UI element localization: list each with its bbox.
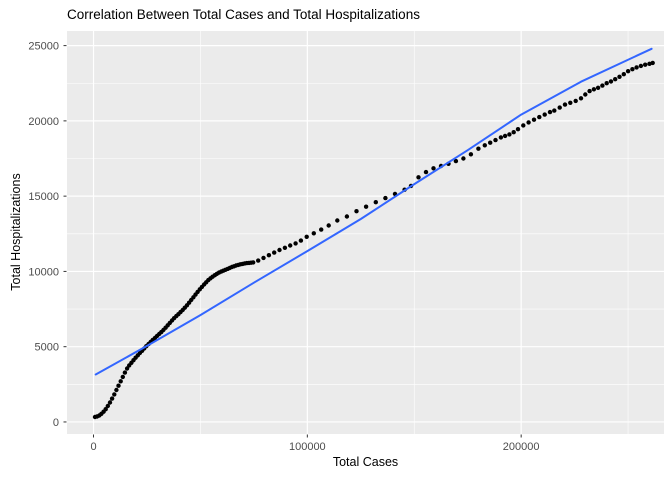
data-point (103, 407, 108, 412)
data-point (105, 403, 111, 409)
panel-background (67, 31, 664, 434)
data-point (112, 392, 117, 397)
y-tick-label: 5000 (35, 342, 59, 354)
data-point (383, 195, 388, 201)
data-point (650, 60, 655, 66)
data-point (114, 387, 119, 393)
data-point (423, 169, 429, 175)
data-point (251, 260, 256, 265)
data-point (634, 65, 639, 70)
data-point (293, 241, 298, 246)
data-point (416, 175, 421, 180)
data-point (363, 204, 369, 209)
data-point (354, 209, 359, 214)
data-point (507, 132, 512, 137)
data-point (120, 374, 126, 380)
data-point (591, 87, 597, 92)
data-point (526, 120, 531, 125)
data-point (277, 247, 282, 253)
data-point (288, 243, 293, 248)
data-point (638, 63, 644, 69)
data-point (537, 114, 542, 120)
data-point (613, 77, 618, 82)
data-point (617, 74, 622, 80)
data-point (298, 238, 304, 243)
data-point (578, 96, 584, 101)
y-tick-label: 25000 (28, 41, 59, 53)
y-axis-title: Total Hospitalizations (9, 173, 23, 291)
data-point (107, 400, 113, 405)
data-point (109, 396, 115, 401)
data-point (272, 250, 277, 255)
data-point (122, 370, 128, 375)
regression-line (94, 47, 653, 376)
data-point (453, 158, 459, 164)
data-point (261, 255, 266, 261)
data-point (587, 88, 592, 94)
data-point (326, 223, 331, 228)
data-point (476, 146, 481, 151)
x-tick-label: 0 (90, 441, 96, 453)
data-point (311, 231, 316, 236)
data-point (511, 130, 516, 135)
data-point (531, 117, 537, 122)
data-point (604, 81, 609, 86)
x-axis-title: Total Cases (332, 455, 399, 469)
data-point (431, 166, 436, 171)
data-point (124, 366, 130, 371)
data-point (608, 79, 614, 84)
y-tick-label: 20000 (28, 116, 59, 128)
data-point (304, 234, 309, 239)
data-point (568, 100, 573, 106)
data-point (552, 108, 557, 113)
data-point (488, 140, 493, 145)
data-point (335, 218, 340, 223)
data-point (515, 127, 521, 132)
data-point (116, 383, 121, 388)
data-point (621, 72, 626, 77)
data-point (600, 83, 605, 88)
x-tick-label: 200000 (503, 441, 540, 453)
data-point (319, 227, 324, 232)
data-point (468, 152, 474, 157)
data-point (482, 143, 487, 148)
data-point (595, 85, 601, 91)
data-point (542, 112, 547, 117)
data-point (521, 123, 526, 128)
data-point (573, 98, 578, 104)
data-point (562, 102, 568, 107)
data-point (583, 92, 588, 97)
y-tick-label: 0 (53, 417, 59, 429)
data-point (282, 245, 288, 250)
x-tick-label: 100000 (289, 441, 326, 453)
data-point (547, 109, 553, 115)
data-point (373, 200, 378, 205)
data-point (498, 135, 504, 140)
y-tick-label: 10000 (28, 266, 59, 278)
chart-title: Correlation Between Total Cases and Tota… (67, 7, 420, 22)
data-point (344, 214, 350, 219)
data-point (502, 133, 508, 139)
data-point (630, 67, 635, 72)
data-point (493, 137, 498, 143)
data-point (643, 62, 648, 67)
data-point (256, 258, 261, 263)
data-point (461, 156, 466, 161)
data-point (625, 69, 631, 74)
data-point (557, 105, 562, 110)
data-point (118, 379, 123, 384)
y-tick-label: 15000 (28, 191, 59, 203)
data-point (266, 253, 272, 258)
